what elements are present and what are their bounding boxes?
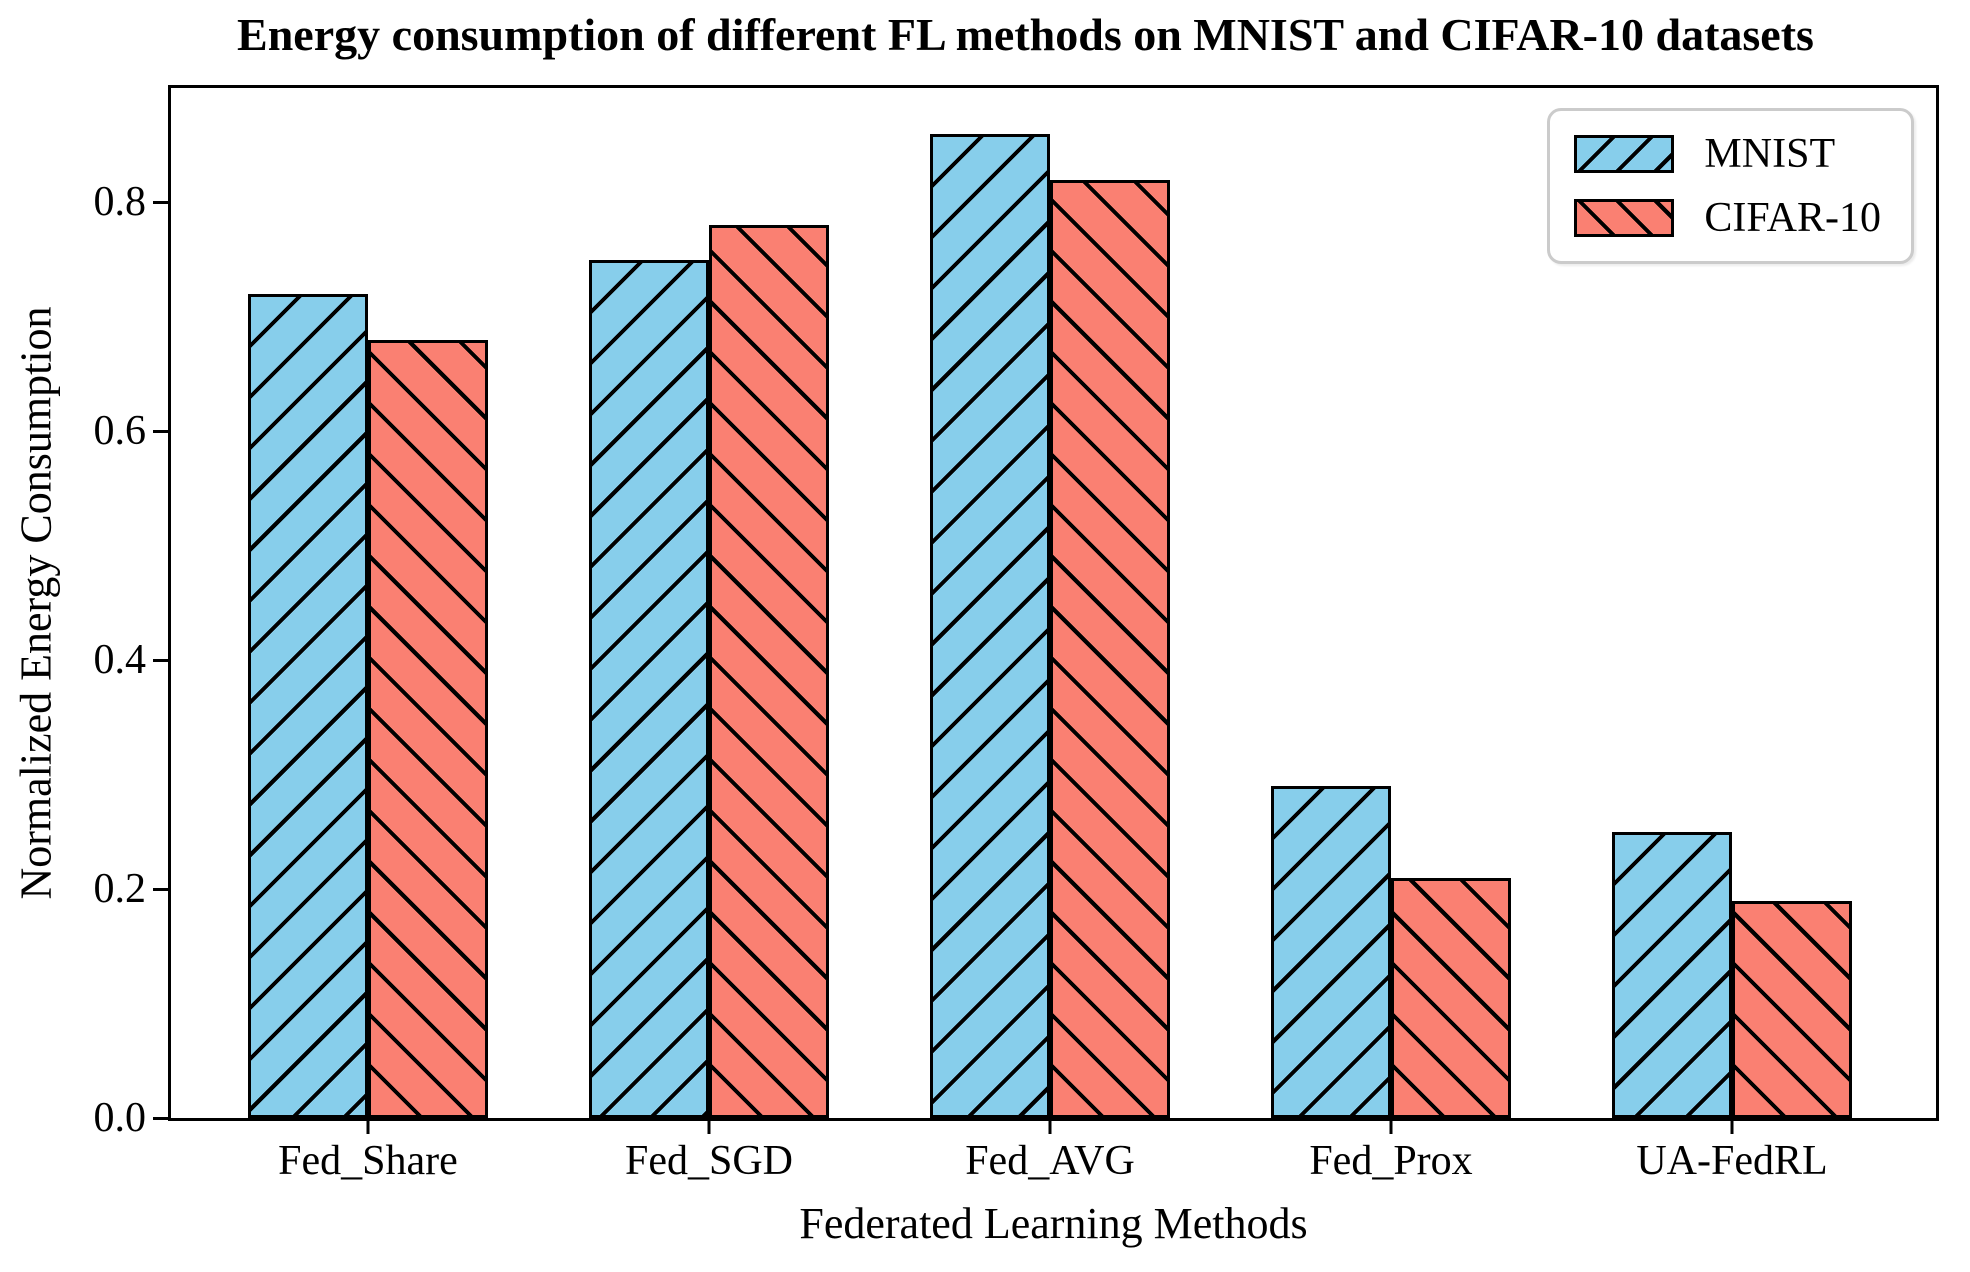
chart-title: Energy consumption of different FL metho… (237, 9, 1814, 60)
y-tick (153, 887, 168, 891)
y-tick-label: 0.2 (93, 866, 147, 913)
plot-area: 0.0 0.2 0.4 0.6 0.8 Fed_Share Fed_SGD Fed_AVG F… (94, 85, 1939, 1182)
legend: MNIST CIFAR-10 (1547, 108, 1914, 265)
y-tick-label: 0.0 (93, 1095, 147, 1141)
bar-cifar10-fedsgd (709, 225, 829, 1118)
bar-cifar10-fedavg (1050, 179, 1170, 1118)
x-tick (707, 1118, 711, 1134)
y-tick (153, 200, 168, 204)
bar-mnist-fedsgd (589, 259, 709, 1118)
bar-cifar10-fedshare (368, 339, 488, 1118)
bar-mnist-fedavg (930, 133, 1050, 1118)
bar-mnist-uafedrl (1612, 831, 1732, 1118)
legend-label-mnist: MNIST (1704, 131, 1836, 177)
x-tick-label: UA-FedRL (1636, 1138, 1828, 1184)
legend-swatch-mnist-icon (1574, 135, 1675, 174)
x-tick-label: Fed_AVG (965, 1138, 1135, 1184)
bar-mnist-fedshare (248, 294, 368, 1118)
y-tick (153, 429, 168, 433)
x-axis-label: Federated Learning Methods (799, 1199, 1308, 1248)
x-tick-label: Fed_Share (278, 1138, 458, 1184)
y-tick-label: 0.8 (93, 179, 147, 226)
bar-mnist-fedprox (1271, 786, 1391, 1118)
x-tick-label: Fed_SGD (624, 1138, 794, 1184)
y-tick-label: 0.6 (93, 408, 147, 455)
legend-label-cifar10: CIFAR-10 (1704, 195, 1881, 242)
x-tick (1048, 1118, 1052, 1134)
bar-cifar10-fedprox (1391, 877, 1511, 1118)
y-axis-label: Normalized Energy Consumption (11, 306, 61, 900)
legend-item-cifar10: CIFAR-10 (1574, 195, 1881, 241)
x-tick (1389, 1118, 1393, 1134)
legend-swatch-cifar10-icon (1574, 199, 1675, 238)
y-tick-label: 0.4 (93, 637, 147, 684)
y-tick (153, 1116, 168, 1120)
bar-cifar10-uafedrl (1732, 900, 1852, 1118)
legend-item-mnist: MNIST (1574, 131, 1881, 177)
x-tick-label: Fed_Prox (1309, 1138, 1473, 1184)
x-tick (1730, 1118, 1734, 1134)
x-tick (366, 1118, 370, 1134)
y-tick (153, 658, 168, 662)
